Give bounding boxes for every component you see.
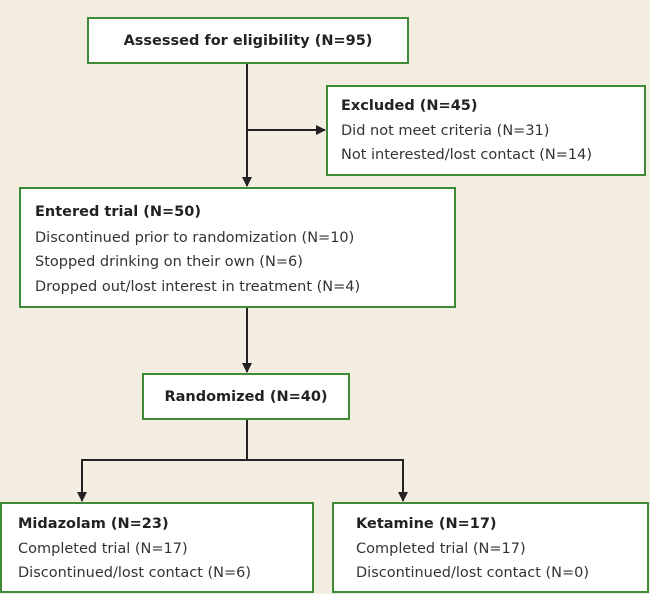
node-box	[87, 17, 409, 64]
node: Excluded (N=45) Did not meet criteria (N…	[326, 85, 646, 176]
node-box	[332, 502, 649, 593]
node-line: Discontinued/lost contact (N=0)	[356, 565, 589, 581]
node-title: Entered trial (N=50)	[35, 204, 201, 220]
node-title: Midazolam (N=23)	[18, 516, 169, 532]
node-box	[0, 502, 314, 593]
node-line: Completed trial (N=17)	[356, 541, 526, 557]
node-title: Ketamine (N=17)	[356, 516, 497, 532]
node: Midazolam (N=23) Completed trial (N=17) …	[0, 502, 314, 593]
node-line: Dropped out/lost interest in treatment (…	[35, 279, 360, 295]
node-box	[326, 85, 646, 176]
node-line: Completed trial (N=17)	[18, 541, 188, 557]
node-line: Discontinued/lost contact (N=6)	[18, 565, 251, 581]
node: Entered trial (N=50) Discontinued prior …	[19, 187, 456, 308]
node-line: Stopped drinking on their own (N=6)	[35, 254, 303, 270]
node-line: Discontinued prior to randomization (N=1…	[35, 230, 354, 246]
node: Assessed for eligibility (N=95)	[87, 17, 409, 64]
node-title: Randomized (N=40)	[164, 389, 327, 405]
node: Randomized (N=40)	[142, 373, 350, 420]
node-box	[142, 373, 350, 420]
connectors	[77, 63, 408, 502]
node-line: Not interested/lost contact (N=14)	[341, 147, 592, 163]
node-title: Excluded (N=45)	[341, 98, 478, 114]
node-line: Did not meet criteria (N=31)	[341, 123, 549, 139]
node-title: Assessed for eligibility (N=95)	[124, 33, 373, 49]
node: Ketamine (N=17) Completed trial (N=17) D…	[332, 502, 649, 593]
node-box	[19, 187, 456, 308]
